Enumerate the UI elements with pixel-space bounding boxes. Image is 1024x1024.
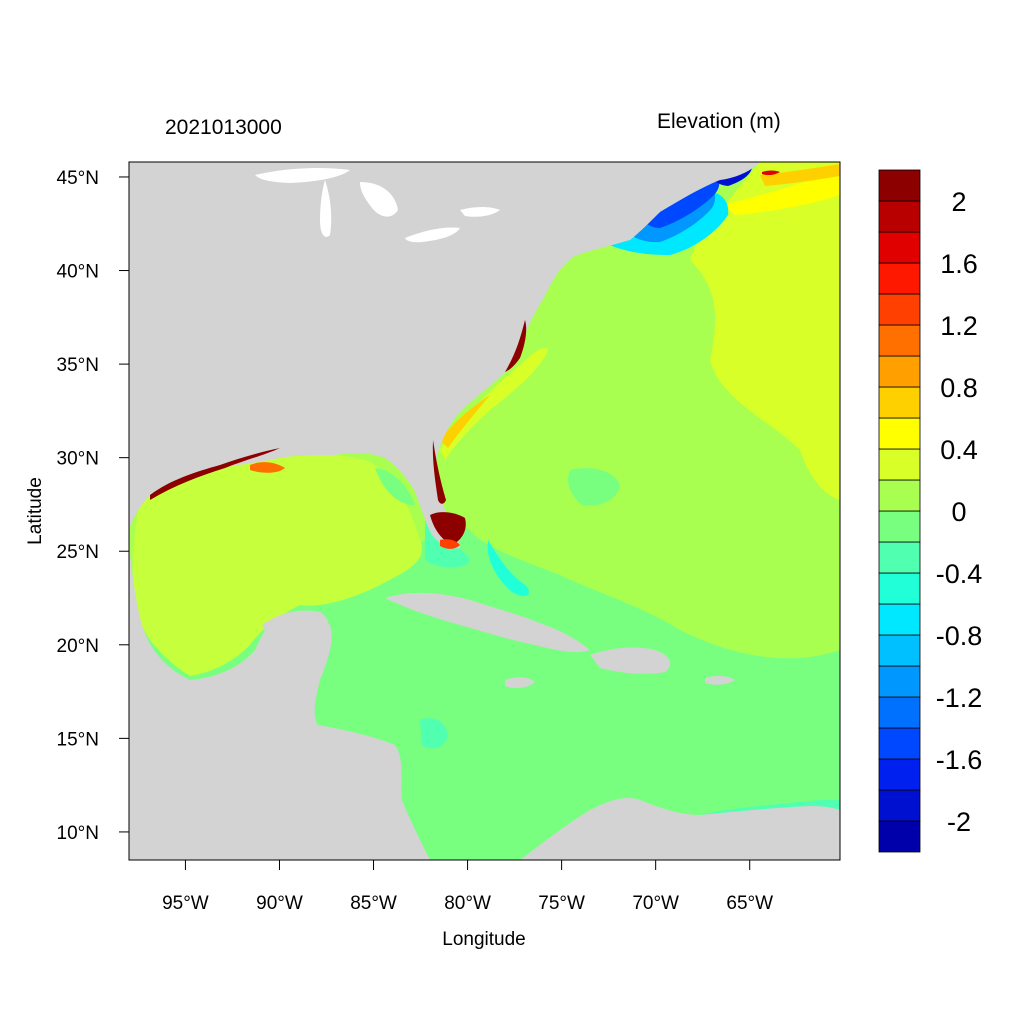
great-lakes <box>255 167 500 243</box>
variable-title: Elevation (m) <box>657 110 781 133</box>
lat-tick-label: 30°N <box>57 449 99 470</box>
georgia-coast-positive <box>440 395 490 448</box>
lon-tick-label: 75°W <box>538 893 585 914</box>
lake-huron <box>360 182 398 217</box>
florida-keys-surge <box>440 539 460 549</box>
colorbar-tick-label: -2 <box>947 807 971 837</box>
lat-tick-label: 45°N <box>57 168 99 189</box>
lake-michigan <box>320 180 332 237</box>
south-america-land <box>520 798 840 860</box>
nova-scotia-surge <box>760 164 840 186</box>
louisiana-surge <box>250 462 285 473</box>
lon-tick-label: 85°W <box>350 893 397 914</box>
atlantic-mid-low <box>568 468 620 506</box>
lake-erie <box>405 227 460 243</box>
colorbar-tick-label: -1.6 <box>936 745 983 775</box>
colorbar-swatch <box>878 169 921 202</box>
atlantic-positive-band <box>690 162 840 500</box>
colorbar-swatch <box>878 510 921 543</box>
colorbar-tick-label: 0 <box>951 497 966 527</box>
colorbar-swatch <box>878 603 921 636</box>
colorbar-swatch <box>878 665 921 698</box>
mexico-central-america-land <box>129 545 430 860</box>
nova-scotia-surge-red <box>762 170 780 176</box>
nova-scotia-high-water <box>725 170 840 215</box>
timestamp-title: 2021013000 <box>165 116 282 139</box>
colorbar-swatch <box>878 386 921 419</box>
colorbar-swatch <box>878 448 921 481</box>
colorbar-tick-label: 0.8 <box>940 373 978 403</box>
gulf-of-mexico <box>132 454 422 676</box>
lake-superior <box>255 167 350 183</box>
florida-southwest-surge <box>430 512 466 545</box>
colorbar-swatch <box>878 200 921 233</box>
lat-tick-label: 15°N <box>57 729 99 750</box>
lon-tick-label: 70°W <box>632 893 679 914</box>
colorbar-swatch <box>878 355 921 388</box>
land <box>129 162 840 860</box>
colorbar-swatch <box>878 324 921 357</box>
x-axis-label: Longitude <box>442 929 525 950</box>
colorbar-swatch <box>878 634 921 667</box>
carolina-coast-positive <box>440 348 548 460</box>
colorbar-swatch <box>878 417 921 450</box>
y-axis-label: Latitude <box>25 477 46 545</box>
latitude-ticks: 45°N 40°N 35°N 30°N 25°N 20°N 15°N 10°N <box>57 168 129 844</box>
yucatan-land <box>262 610 330 651</box>
colorbar-tick-label: -0.8 <box>936 621 983 651</box>
colorbar-swatch <box>878 789 921 822</box>
lake-ontario <box>460 207 500 217</box>
colorbar-tick-label: 0.4 <box>940 435 978 465</box>
colorbar-labels: 2 1.6 1.2 0.8 0.4 0 -0.4 -0.8 -1.2 -1.6 -2 <box>936 187 983 837</box>
colorbar-swatch <box>878 572 921 605</box>
lat-tick-label: 35°N <box>57 355 99 376</box>
colorbar-tick-label: -0.4 <box>936 559 983 589</box>
puerto-rico-land <box>705 675 735 685</box>
colorbar-tick-label: 1.6 <box>940 249 978 279</box>
colorbar-swatch <box>878 231 921 264</box>
lat-tick-label: 20°N <box>57 636 99 657</box>
honduras-low <box>420 718 448 749</box>
lat-tick-label: 25°N <box>57 542 99 563</box>
colorbar-swatch <box>878 696 921 729</box>
colorbar-swatch <box>878 479 921 512</box>
map-frame <box>128 161 841 861</box>
colorbar-swatch <box>878 758 921 791</box>
colorbar-swatch <box>878 727 921 760</box>
colorbar-swatch <box>878 293 921 326</box>
colorbar-tick-label: 1.2 <box>940 311 978 341</box>
map-panel <box>129 162 840 860</box>
lat-tick-label: 10°N <box>57 823 99 844</box>
colorbar-swatch <box>878 262 921 295</box>
colorbar-tick-label: 2 <box>951 187 966 217</box>
colorbar <box>878 169 921 853</box>
bahamas-low <box>487 540 530 596</box>
colorbar-swatch <box>878 820 921 853</box>
north-america-land <box>129 162 760 549</box>
gulf-coast-surge <box>150 448 280 500</box>
jamaica-land <box>505 677 535 689</box>
colorbar-tick-label: -1.2 <box>936 683 983 713</box>
lon-tick-label: 95°W <box>162 893 209 914</box>
hispaniola-land <box>590 647 671 674</box>
atlantic-coast-surge <box>505 320 527 372</box>
lat-tick-label: 40°N <box>57 262 99 283</box>
cuba-land <box>385 592 590 653</box>
lon-tick-label: 90°W <box>256 893 303 914</box>
lon-tick-label: 65°W <box>726 893 773 914</box>
florida-east-surge <box>432 440 446 504</box>
lon-tick-label: 80°W <box>444 893 491 914</box>
big-bend-low <box>375 468 415 505</box>
colorbar-swatch <box>878 541 921 574</box>
longitude-ticks: 95°W 90°W 85°W 80°W 75°W 70°W 65°W <box>162 860 773 914</box>
